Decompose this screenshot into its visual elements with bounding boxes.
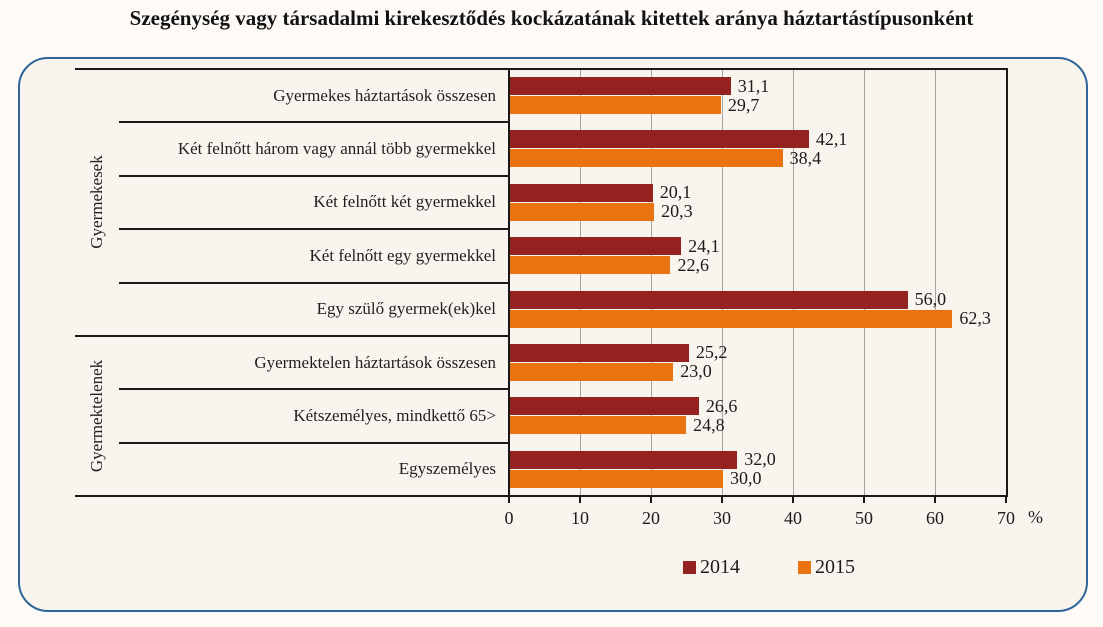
- x-tick-label: 50: [855, 508, 873, 528]
- x-tick-mark: [650, 497, 652, 503]
- category-label: Két felnőtt három vagy annál több gyerme…: [177, 139, 496, 159]
- category-label: Gyermekes háztartások összesen: [273, 85, 496, 105]
- gridline: [722, 69, 723, 496]
- group-separator: [75, 334, 509, 337]
- legend: 2014 2015: [683, 556, 855, 579]
- bar-value-label: 22,6: [677, 254, 709, 275]
- x-tick-label: 10: [571, 508, 589, 528]
- category-label: Egy szülő gyermek(ek)kel: [316, 299, 496, 319]
- gridline: [864, 69, 865, 496]
- gridline: [935, 69, 936, 496]
- x-tick-mark: [792, 497, 794, 503]
- x-tick-mark: [579, 497, 581, 503]
- bar-2014: [510, 77, 731, 95]
- x-tick-label: 60: [926, 508, 944, 528]
- gridline: [651, 69, 652, 496]
- x-tick-mark: [934, 497, 936, 503]
- bar-2015: [510, 362, 674, 381]
- bar-value-label: 24,1: [688, 235, 720, 256]
- x-tick-label: 0: [504, 508, 514, 528]
- bar-2014: [510, 183, 653, 202]
- bar-2015: [510, 202, 655, 221]
- bar-2015: [510, 96, 721, 114]
- category-label: Két felnőtt egy gyermekkel: [309, 245, 496, 265]
- x-tick-mark: [1005, 497, 1007, 503]
- category-axis-line: [508, 68, 510, 497]
- row-separator: [119, 441, 509, 444]
- gridline: [580, 69, 581, 496]
- bar-value-label: 20,3: [661, 201, 693, 222]
- bar-value-label: 32,0: [744, 449, 776, 470]
- bar-value-label: 31,1: [737, 75, 770, 96]
- x-tick-label: 30: [713, 508, 731, 528]
- bar-value-label: 24,8: [693, 414, 725, 435]
- bar-value-label: 56,0: [914, 289, 947, 309]
- bar-2014: [510, 237, 682, 256]
- x-tick-mark: [721, 497, 723, 503]
- category-label: Kétszemélyes, mindkettő 65>: [293, 405, 496, 425]
- x-tick-label: 20: [642, 508, 660, 528]
- chart-plot-area: Gyermekes háztartások összesen 31,1 29,7 Ké…: [20, 59, 1086, 610]
- row-separator: [119, 388, 509, 391]
- bar-2014: [510, 397, 699, 416]
- bar-2015: [510, 256, 671, 275]
- x-tick-label: 70: [997, 508, 1015, 528]
- bar-value-label: 23,0: [680, 361, 712, 382]
- group-label: Gyermekesek: [87, 155, 106, 250]
- bar-value-label: 30,0: [730, 468, 762, 489]
- bar-2014: [510, 450, 738, 469]
- row-separator: [119, 174, 509, 177]
- chart-frame: Gyermekes háztartások összesen 31,1 29,7 Ké…: [18, 57, 1088, 612]
- category-label: Egyszemélyes: [398, 459, 496, 479]
- legend-label-2014: 2014: [700, 556, 740, 578]
- category-label: Két felnőtt két gyermekkel: [313, 192, 496, 212]
- bar-value-label: 38,4: [789, 147, 822, 168]
- bar-2015: [510, 416, 687, 435]
- gridline: [793, 69, 794, 496]
- row-separator: [119, 281, 509, 284]
- bar-value-label: 29,7: [727, 94, 760, 115]
- category-label: Gyermektelen háztartások összesen: [254, 352, 496, 372]
- group-label: Gyermektelenek: [87, 359, 106, 473]
- x-tick-mark: [863, 497, 865, 503]
- bar-2015: [510, 469, 723, 488]
- chart-title: Szegénység vagy társadalmi kirekesztődés…: [129, 6, 974, 30]
- legend-item-2015: 2015: [798, 556, 855, 579]
- plot-right-border: [1006, 68, 1008, 497]
- legend-item-2014: 2014: [683, 556, 740, 579]
- row-separator: [119, 121, 509, 124]
- bar-value-label: 62,3: [959, 308, 991, 328]
- legend-swatch-2014: [683, 561, 696, 574]
- x-axis-line: [75, 495, 1008, 497]
- x-tick-mark: [508, 497, 510, 503]
- row-separator: [119, 228, 509, 231]
- bar-value-label: 20,1: [659, 182, 692, 203]
- bar-2014: [510, 343, 689, 362]
- bar-value-label: 26,6: [705, 395, 738, 416]
- bar-2014: [510, 290, 908, 309]
- bar-2015: [510, 309, 953, 328]
- bar-2015: [510, 149, 783, 168]
- bar-value-label: 25,2: [695, 342, 728, 363]
- x-axis-unit-label: %: [1028, 507, 1043, 527]
- x-tick-label: 40: [784, 508, 802, 528]
- legend-label-2015: 2015: [815, 556, 855, 578]
- plot-top-border: [75, 68, 1008, 70]
- bar-value-label: 42,1: [815, 128, 848, 149]
- legend-swatch-2015: [798, 561, 811, 574]
- bar-2014: [510, 130, 809, 149]
